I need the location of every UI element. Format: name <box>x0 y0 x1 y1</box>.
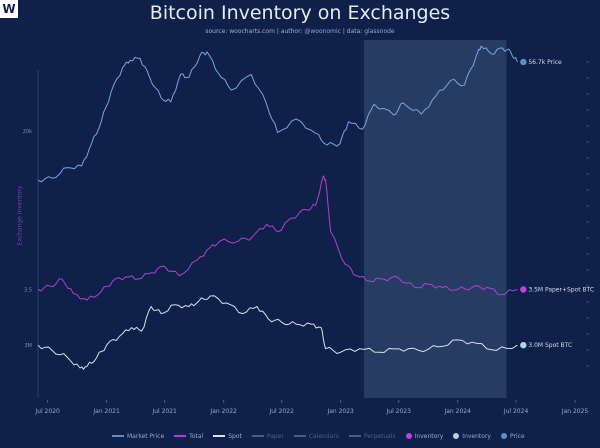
series-line-spot <box>37 295 518 370</box>
x-tick-label: Jul 2022 <box>268 408 294 415</box>
end-marker-market-price <box>520 58 527 66</box>
series-line-market-price <box>37 45 518 183</box>
legend-swatch <box>500 433 507 439</box>
x-tick-label: Jul 2021 <box>151 408 177 415</box>
x-tick-label: Jul 2023 <box>386 408 412 415</box>
y-tick-label: 20k <box>23 129 32 135</box>
legend-label: Calendars <box>308 432 339 440</box>
legend-swatch <box>293 435 306 437</box>
chart-title: Bitcoin Inventory on Exchanges <box>149 2 451 24</box>
author-link[interactable]: @woonomic <box>304 28 341 35</box>
end-marker-spot <box>520 341 527 349</box>
author-label: | author: <box>276 28 303 35</box>
end-label-spot: 3.0M Spot BTC <box>528 342 572 349</box>
legend-item-inventory[interactable]: Inventory <box>405 432 444 440</box>
legend-label: Perpetuals <box>363 432 396 440</box>
chart-subtitle: source: woocharts.com | author: @woonomi… <box>0 28 600 35</box>
legend-label: Inventory <box>462 432 491 440</box>
y-tick-label: 3.5 <box>24 287 32 293</box>
series-line-total <box>37 175 518 301</box>
legend-label: Price <box>509 432 525 440</box>
woocharts-logo[interactable]: W <box>0 0 18 18</box>
end-label-total: 3.5M Paper+Spot BTC <box>528 286 594 293</box>
legend-item-perpetuals[interactable]: Perpetuals <box>348 432 396 440</box>
data-label: | data: <box>342 28 363 35</box>
legend-swatch <box>174 435 187 437</box>
legend-item-spot[interactable]: Spot <box>213 433 242 440</box>
legend-swatch <box>453 433 460 439</box>
legend-swatch <box>213 435 226 437</box>
data-source-link[interactable]: glassnode <box>364 28 395 35</box>
end-label-market-price: 56.7k Price <box>528 59 562 66</box>
legend-label: Total <box>189 432 204 440</box>
legend-item-paper[interactable]: Paper <box>251 432 284 440</box>
legend-item-total[interactable]: Total <box>174 433 203 440</box>
legend-swatch <box>405 433 412 439</box>
x-tick-label: Jan 2025 <box>561 408 589 415</box>
legend-item-market-price[interactable]: Market Price <box>112 433 164 440</box>
x-tick-label: Jul 2020 <box>34 408 60 415</box>
legend-label: Spot <box>228 432 242 440</box>
legend-swatch <box>251 435 264 437</box>
x-tick-label: Jan 2021 <box>92 408 120 415</box>
legend-item-inventory[interactable]: Inventory <box>453 433 491 440</box>
legend-item-price[interactable]: Price <box>500 432 525 440</box>
x-tick-label: Jan 2022 <box>209 408 237 415</box>
legend-label: Paper <box>266 432 284 440</box>
x-tick-label: Jan 2023 <box>326 408 354 415</box>
legend-label: Market Price <box>127 432 165 440</box>
source-value: woocharts.com <box>229 28 275 35</box>
y-tick-label: 3M <box>25 343 33 349</box>
legend-swatch <box>348 435 361 437</box>
chart-legend: Market Price Total Spot Paper Calendars Perpe… <box>112 430 525 442</box>
end-marker-total <box>520 286 527 293</box>
x-tick-label: Jan 2024 <box>443 408 471 415</box>
x-tick-label: Jul 2024 <box>503 408 529 415</box>
legend-item-calendars[interactable]: Calendars <box>293 432 339 440</box>
legend-label: Inventory <box>414 432 444 440</box>
legend-swatch <box>112 435 124 437</box>
highlight-region <box>364 40 507 398</box>
source-label: source: <box>205 28 228 35</box>
